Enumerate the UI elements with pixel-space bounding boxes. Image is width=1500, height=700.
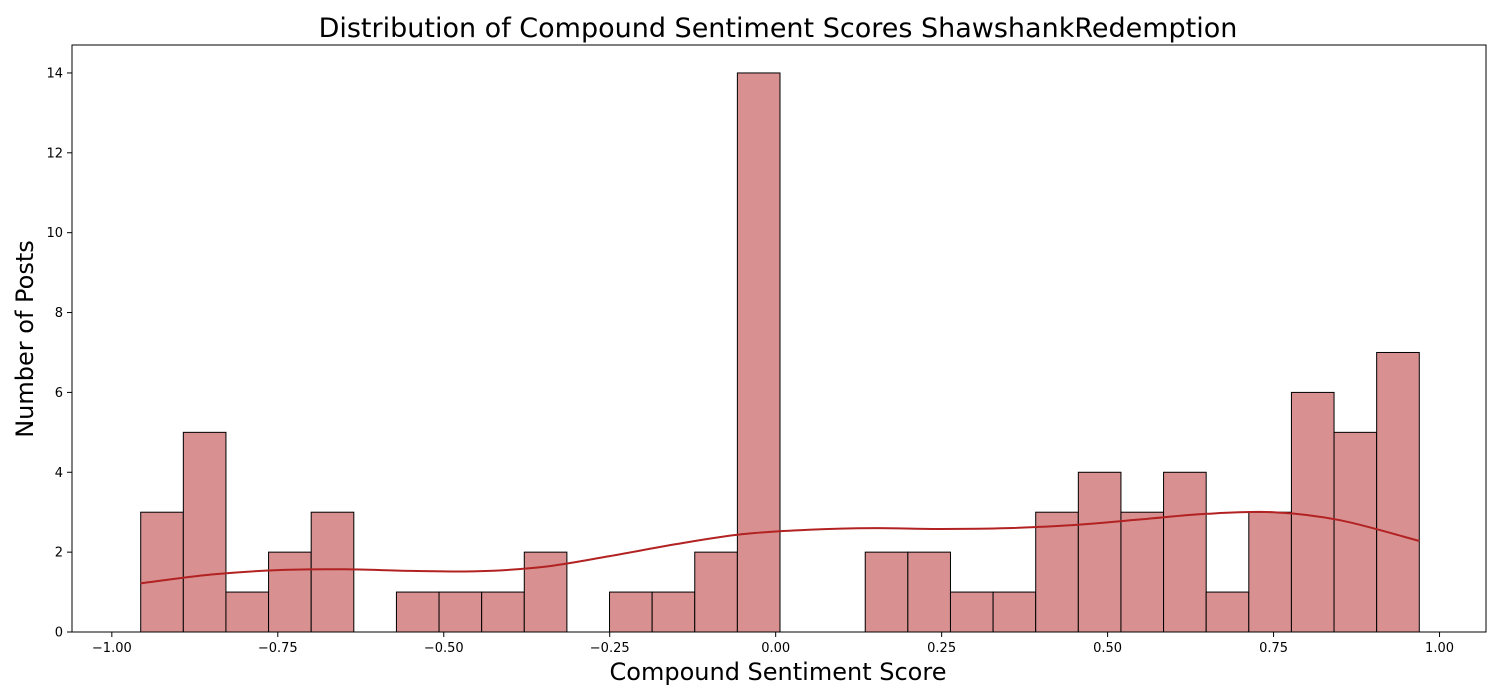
histogram-bar xyxy=(651,591,696,633)
chart-title: Distribution of Compound Sentiment Score… xyxy=(319,13,1238,44)
x-tick-label: −1.00 xyxy=(92,641,132,656)
histogram-bar xyxy=(609,591,653,633)
histogram-bar xyxy=(864,551,909,633)
y-tick-label: 0 xyxy=(55,626,63,641)
y-axis-ticks: 0 2 4 6 8 10 12 14 xyxy=(46,66,72,641)
histogram-bar xyxy=(140,511,184,633)
y-tick-label: 12 xyxy=(46,146,63,161)
histogram-bar xyxy=(1035,511,1079,633)
histogram-bar xyxy=(694,551,738,633)
y-tick-label: 14 xyxy=(46,66,63,81)
histogram-bar xyxy=(1248,511,1292,633)
kde-curve xyxy=(140,510,1420,585)
histogram-bar xyxy=(481,591,525,633)
x-tick-label: −0.25 xyxy=(590,641,630,656)
histogram-bars xyxy=(140,72,1420,633)
histogram-bar xyxy=(438,591,483,633)
histogram-bar xyxy=(1376,351,1420,633)
histogram-bar xyxy=(1290,391,1335,633)
histogram-bar xyxy=(1333,431,1378,633)
y-tick-label: 4 xyxy=(55,466,63,481)
y-tick-label: 6 xyxy=(55,386,63,401)
histogram-bar xyxy=(1120,511,1165,633)
histogram-bar xyxy=(992,591,1037,633)
x-tick-label: −0.50 xyxy=(424,641,464,656)
x-tick-label: 0.00 xyxy=(761,641,790,656)
histogram-bar xyxy=(310,511,355,633)
y-axis-label: Number of Posts xyxy=(11,240,39,438)
plot-frame xyxy=(71,44,1487,633)
histogram-bar xyxy=(1077,471,1122,633)
histogram-bar xyxy=(268,551,312,633)
x-tick-label: 1.00 xyxy=(1425,641,1454,656)
histogram-bar xyxy=(1205,591,1250,633)
y-tick-label: 2 xyxy=(55,546,63,561)
y-tick-label: 8 xyxy=(55,306,63,321)
x-axis-ticks: −1.00 −0.75 −0.50 −0.25 0.00 0.25 0.50 0.75 1.00 xyxy=(92,632,1454,656)
x-tick-label: −0.75 xyxy=(258,641,298,656)
x-tick-label: 0.25 xyxy=(927,641,956,656)
histogram-bar xyxy=(225,591,270,633)
histogram-bar xyxy=(949,591,994,633)
x-tick-label: 0.75 xyxy=(1259,641,1288,656)
x-tick-label: 0.50 xyxy=(1093,641,1122,656)
x-axis-label: Compound Sentiment Score xyxy=(610,658,947,686)
histogram-bar xyxy=(395,591,440,633)
histogram-bar xyxy=(182,431,227,633)
histogram-bar xyxy=(907,551,951,633)
y-tick-label: 10 xyxy=(46,226,63,241)
histogram-bar xyxy=(736,72,781,633)
histogram-bar xyxy=(1163,471,1207,633)
